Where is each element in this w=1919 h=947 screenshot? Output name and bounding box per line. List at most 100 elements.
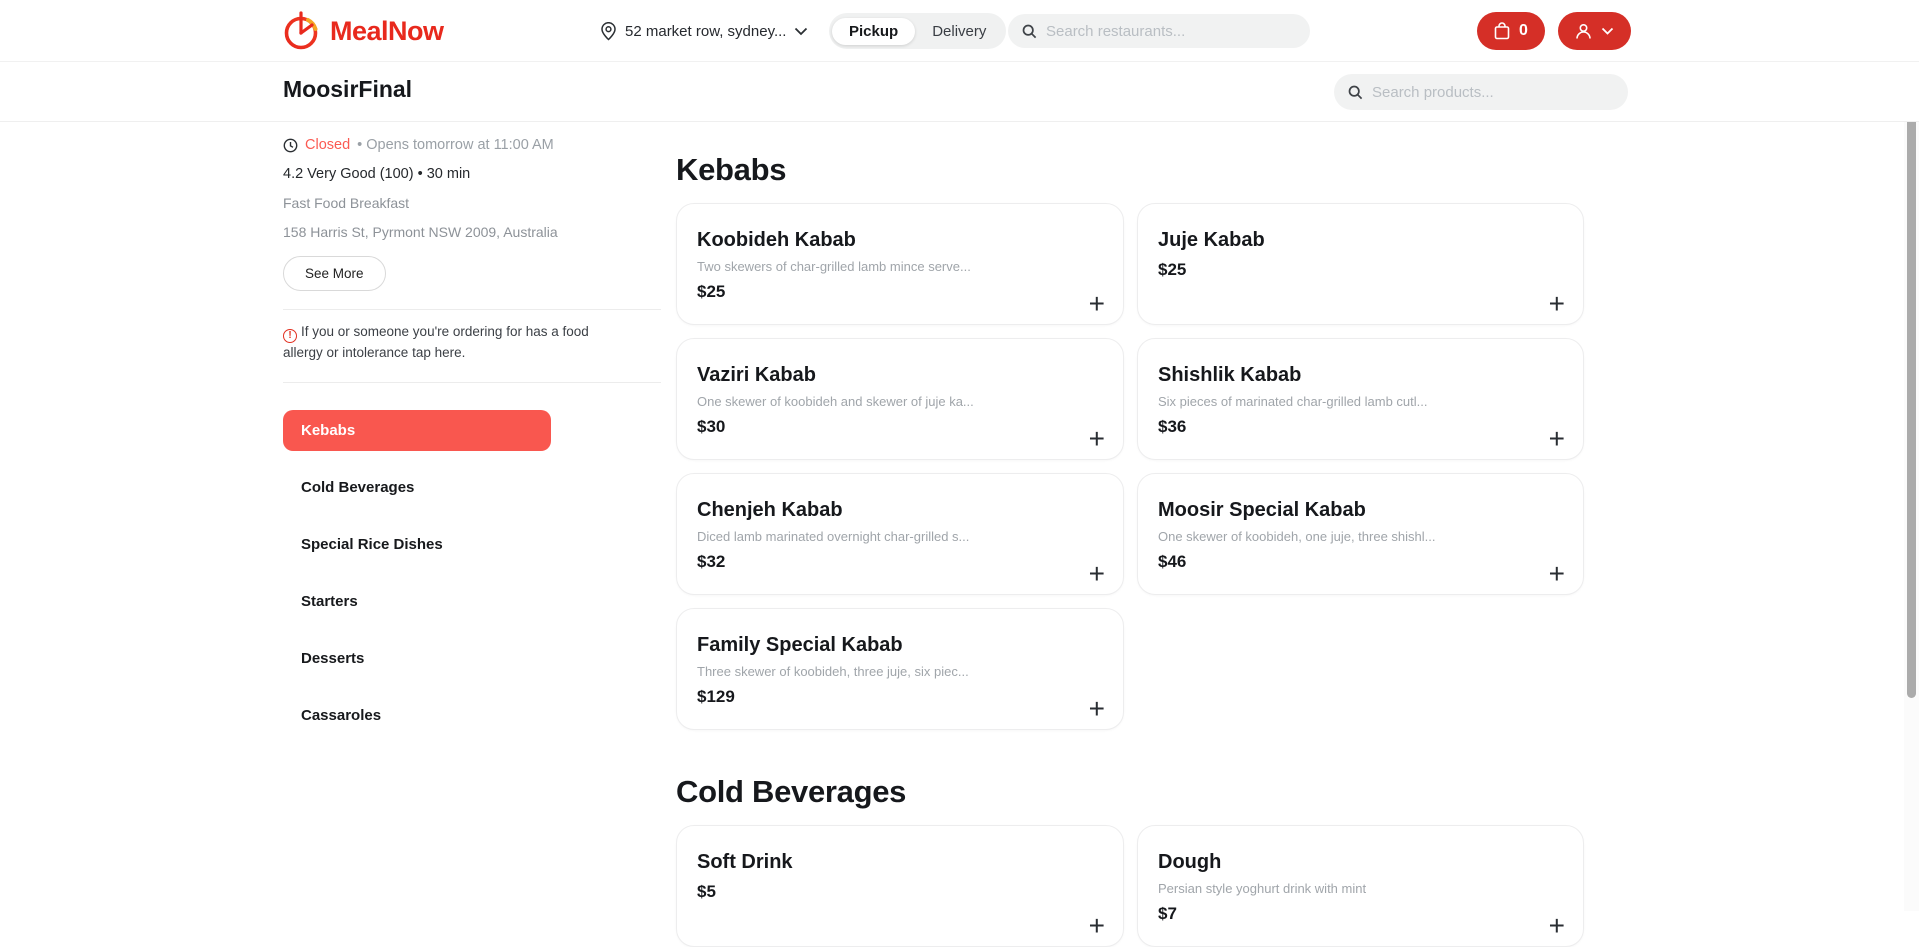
cuisine-tags: Fast Food Breakfast <box>283 195 410 211</box>
divider <box>283 309 661 310</box>
product-price: $129 <box>697 687 735 706</box>
product-name: Soft Drink <box>697 851 793 873</box>
allergy-text: If you or someone you're ordering for ha… <box>283 324 589 360</box>
location-selector[interactable]: 52 market row, sydney... <box>600 0 808 62</box>
product-name: Family Special Kabab <box>697 634 903 656</box>
restaurant-search-placeholder: Search restaurants... <box>1046 22 1186 40</box>
add-to-cart-button[interactable]: + <box>1548 288 1565 319</box>
product-price: $32 <box>697 552 726 571</box>
product-price: $7 <box>1158 904 1177 923</box>
category-special-rice-dishes[interactable]: Special Rice Dishes <box>283 524 551 565</box>
category-label: Starters <box>301 592 358 610</box>
add-to-cart-button[interactable]: + <box>1088 423 1105 454</box>
status-badge: Closed <box>305 137 351 153</box>
opens-at-text: • Opens tomorrow at 11:00 AM <box>357 137 554 153</box>
product-price: $46 <box>1158 552 1187 571</box>
product-card[interactable]: Vaziri Kabab One skewer of koobideh and … <box>676 338 1124 460</box>
product-price: $30 <box>697 417 726 436</box>
menu-content: Kebabs Koobideh Kabab Two skewers of cha… <box>676 122 1584 947</box>
category-cassaroles[interactable]: Cassaroles <box>283 695 551 736</box>
product-card[interactable]: Soft Drink $5 + <box>676 825 1124 947</box>
product-description: One skewer of koobideh and skewer of juj… <box>697 394 974 409</box>
product-name: Juje Kabab <box>1158 229 1265 251</box>
product-description: Six pieces of marinated char-grilled lam… <box>1158 394 1428 409</box>
add-to-cart-button[interactable]: + <box>1088 558 1105 589</box>
product-price: $36 <box>1158 417 1187 436</box>
category-label: Cassaroles <box>301 706 382 724</box>
section-title: Kebabs <box>676 152 787 187</box>
add-to-cart-button[interactable]: + <box>1548 423 1565 454</box>
product-card[interactable]: Moosir Special Kabab One skewer of koobi… <box>1137 473 1584 595</box>
product-name: Moosir Special Kabab <box>1158 499 1366 521</box>
add-to-cart-button[interactable]: + <box>1088 910 1105 941</box>
restaurant-name: MoosirFinal <box>283 76 413 102</box>
product-name: Shishlik Kabab <box>1158 364 1302 386</box>
product-grid: Soft Drink $5 + Dough Persian style yogh… <box>676 825 1584 947</box>
add-to-cart-button[interactable]: + <box>1088 288 1105 319</box>
add-to-cart-button[interactable]: + <box>1548 558 1565 589</box>
product-card[interactable]: Koobideh Kabab Two skewers of char-grill… <box>676 203 1124 325</box>
product-description: Two skewers of char-grilled lamb mince s… <box>697 259 971 274</box>
chevron-down-icon <box>794 27 808 36</box>
restaurant-search-input[interactable]: Search restaurants... <box>1008 14 1310 48</box>
allergy-notice[interactable]: ! If you or someone you're ordering for h… <box>283 322 613 364</box>
person-icon <box>1575 23 1592 40</box>
location-text: 52 market row, sydney... <box>625 22 787 40</box>
product-search-input[interactable]: Search products... <box>1334 74 1628 110</box>
top-navbar: MealNow 52 market row, sydney... Pickup … <box>0 0 1919 62</box>
category-list: Kebabs Cold Beverages Special Rice Dishes S… <box>283 409 661 736</box>
restaurant-address: 158 Harris St, Pyrmont NSW 2009, Austral… <box>283 224 558 240</box>
product-card[interactable]: Chenjeh Kabab Diced lamb marinated overn… <box>676 473 1124 595</box>
status-row: Closed • Opens tomorrow at 11:00 AM <box>283 137 661 153</box>
product-price: $5 <box>697 882 716 901</box>
category-label: Kebabs <box>301 421 356 439</box>
magnifier-icon <box>1022 24 1037 39</box>
product-card[interactable]: Shishlik Kabab Six pieces of marinated c… <box>1137 338 1584 460</box>
category-desserts[interactable]: Desserts <box>283 638 551 679</box>
product-description: Three skewer of koobideh, three juje, si… <box>697 664 969 679</box>
product-price: $25 <box>1158 260 1187 279</box>
alert-circle-icon: ! <box>283 328 297 343</box>
product-description: Diced lamb marinated overnight char-gril… <box>697 529 970 544</box>
product-description: One skewer of koobideh, one juje, three … <box>1158 529 1436 544</box>
product-card[interactable]: Family Special Kabab Three skewer of koo… <box>676 608 1124 730</box>
category-cold-beverages[interactable]: Cold Beverages <box>283 467 551 508</box>
section-title: Cold Beverages <box>676 774 907 809</box>
magnifier-icon <box>1348 85 1363 100</box>
category-kebabs[interactable]: Kebabs <box>283 409 551 451</box>
delivery-tab[interactable]: Delivery <box>932 22 987 40</box>
pickup-tab[interactable]: Pickup <box>832 17 916 45</box>
clock-logo-icon <box>281 9 323 53</box>
product-price: $25 <box>697 282 726 301</box>
product-card[interactable]: Juje Kabab $25 + <box>1137 203 1584 325</box>
fulfillment-toggle: Pickup Delivery <box>829 13 1007 49</box>
rating-line: 4.2 Very Good (100) • 30 min <box>283 166 471 182</box>
category-label: Cold Beverages <box>301 478 415 496</box>
cart-count: 0 <box>1519 22 1528 39</box>
product-search-placeholder: Search products... <box>1372 83 1494 101</box>
add-to-cart-button[interactable]: + <box>1088 693 1105 724</box>
page-scrollbar <box>1904 0 1919 911</box>
scrollbar-thumb[interactable] <box>1907 78 1916 698</box>
shopping-bag-icon <box>1494 22 1510 40</box>
map-pin-icon <box>600 21 617 41</box>
chevron-down-icon <box>1601 27 1614 35</box>
add-to-cart-button[interactable]: + <box>1548 910 1565 941</box>
clock-icon <box>283 138 298 153</box>
product-card[interactable]: Dough Persian style yoghurt drink with m… <box>1137 825 1584 947</box>
menu-section: Kebabs Koobideh Kabab Two skewers of cha… <box>676 152 1584 730</box>
category-starters[interactable]: Starters <box>283 581 551 622</box>
brand-logo[interactable]: MealNow <box>281 9 444 53</box>
cart-button[interactable]: 0 <box>1477 12 1545 50</box>
product-name: Koobideh Kabab <box>697 229 856 251</box>
product-grid: Koobideh Kabab Two skewers of char-grill… <box>676 203 1584 730</box>
category-label: Desserts <box>301 649 365 667</box>
divider <box>283 381 661 383</box>
account-button[interactable] <box>1558 12 1631 50</box>
restaurant-subheader: MoosirFinal Search products... <box>0 62 1919 122</box>
product-name: Chenjeh Kabab <box>697 499 843 521</box>
brand-name: MealNow <box>330 15 444 46</box>
category-label: Special Rice Dishes <box>301 535 443 553</box>
product-description: Persian style yoghurt drink with mint <box>1158 881 1367 896</box>
see-more-button[interactable]: See More <box>283 256 386 291</box>
